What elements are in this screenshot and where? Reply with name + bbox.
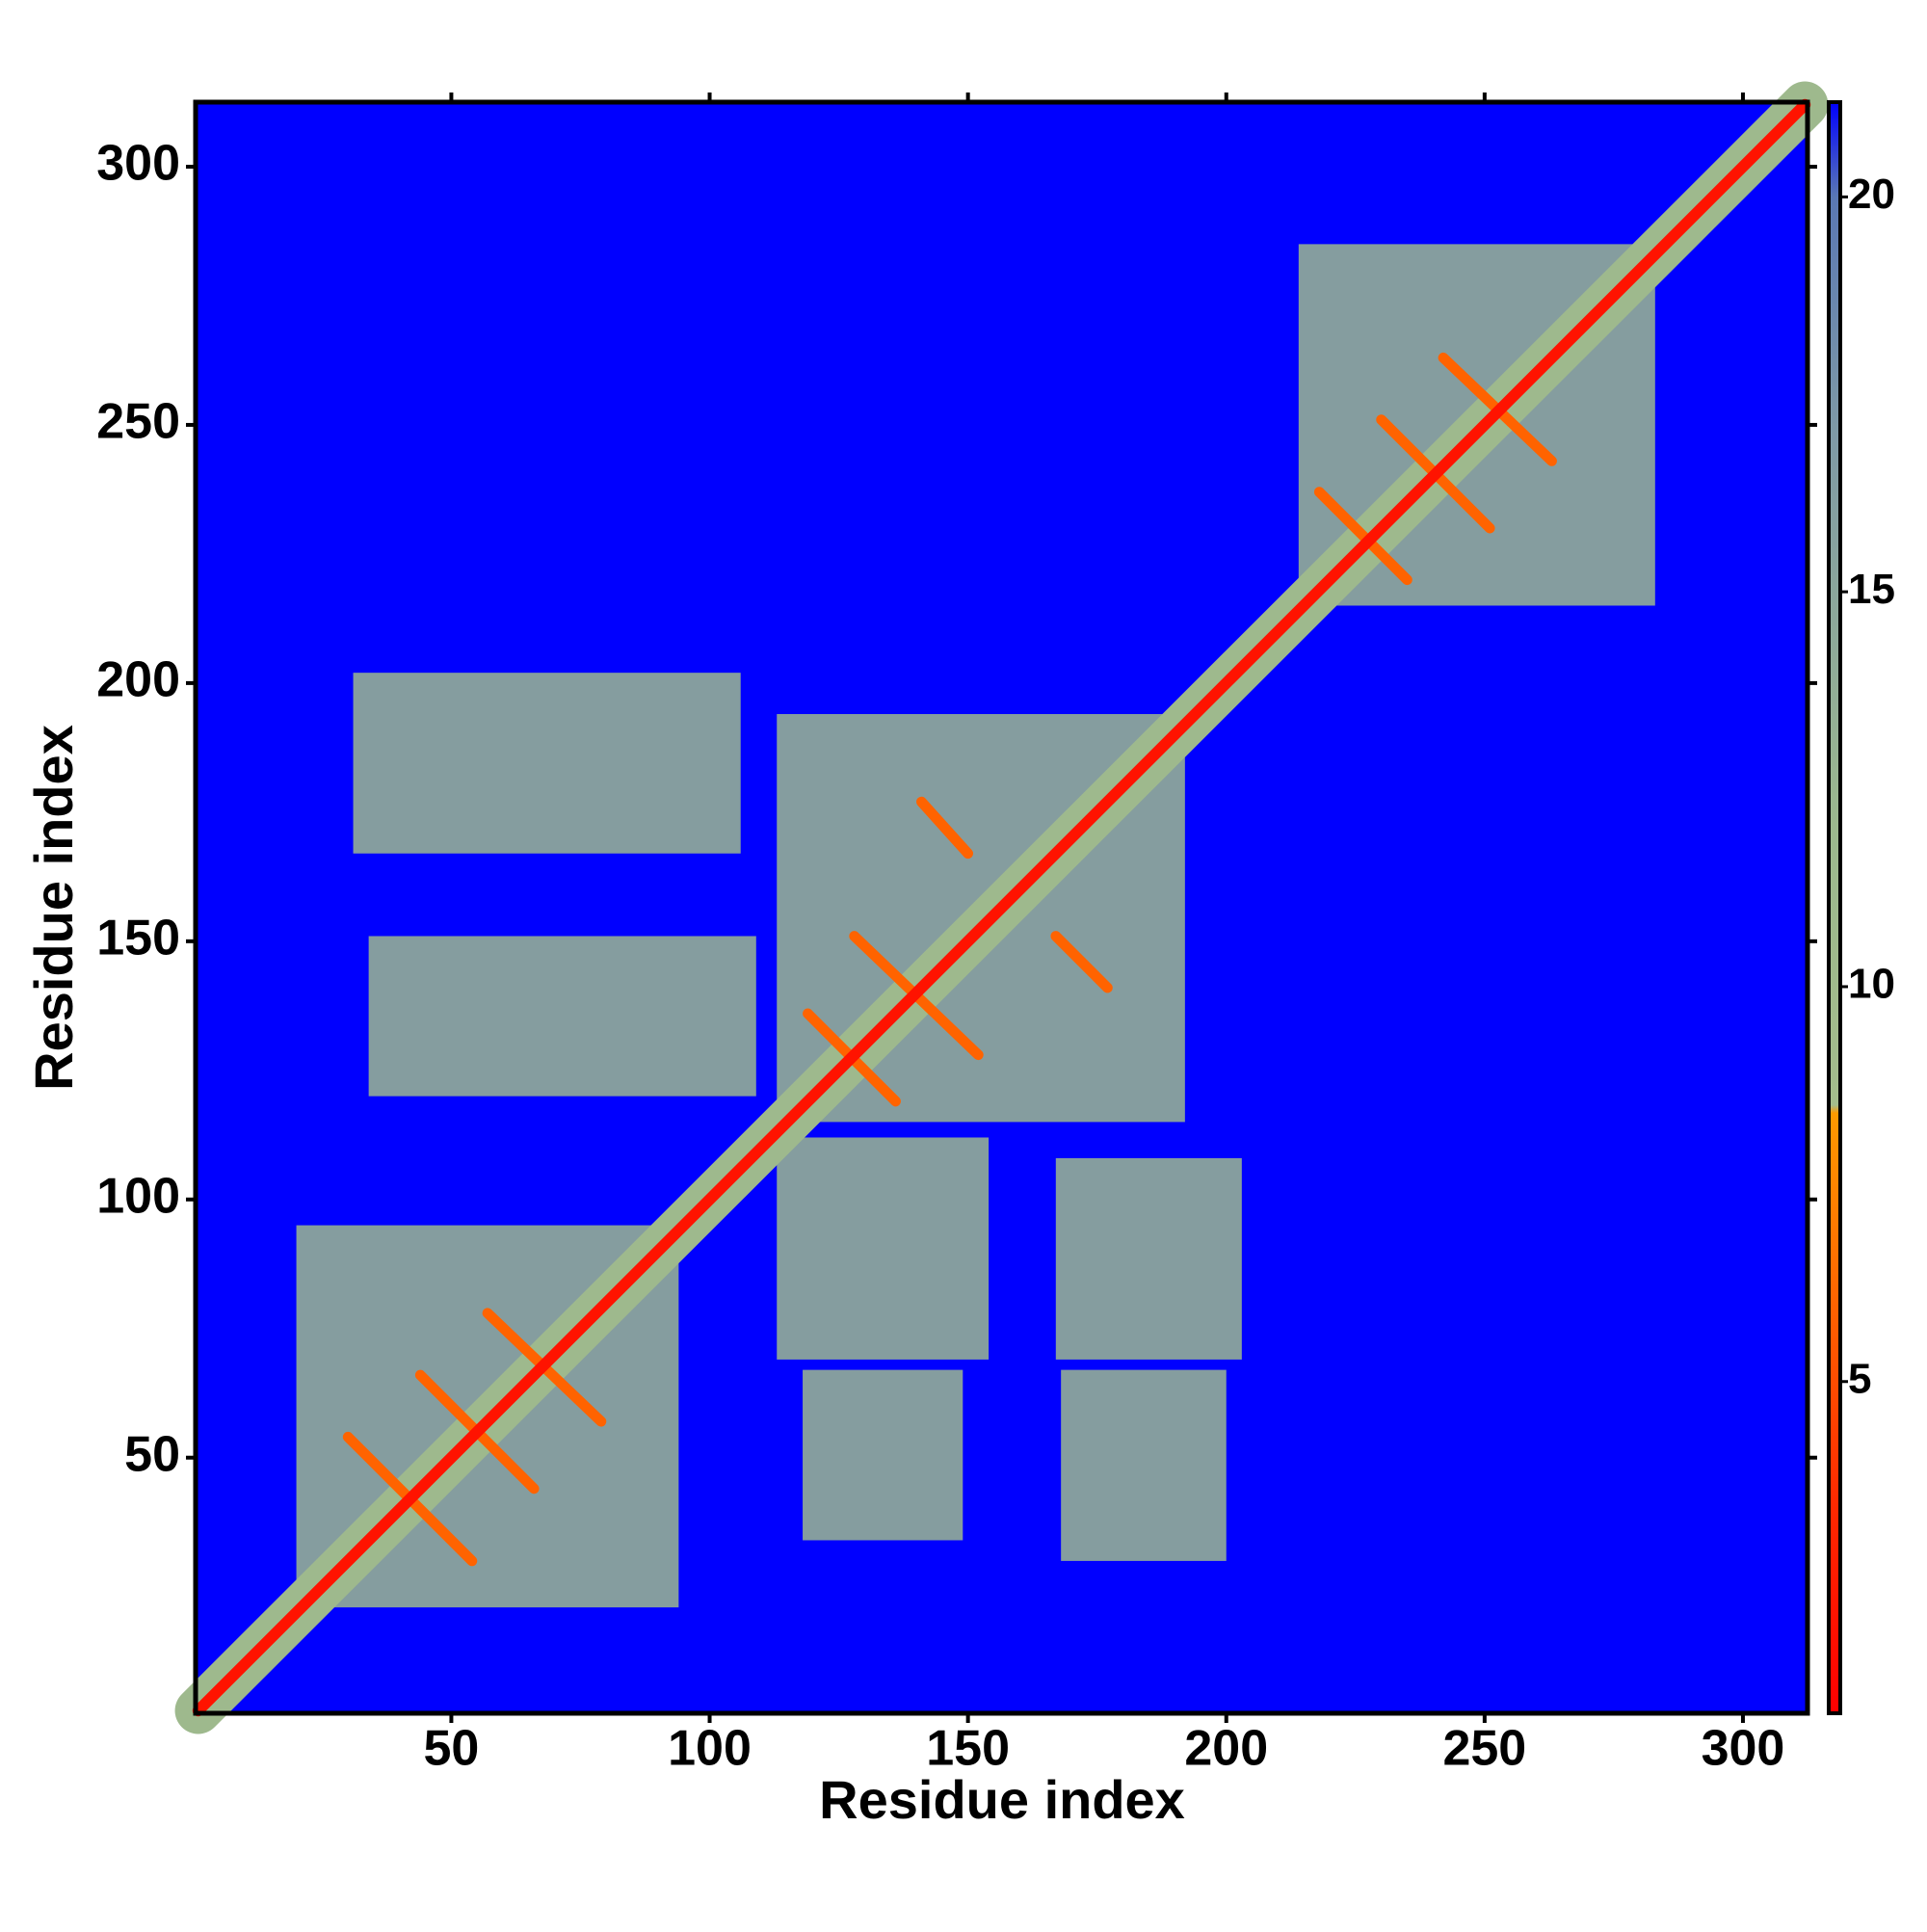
y-tick-label: 150: [96, 911, 180, 966]
contact-patch: [1055, 1157, 1242, 1360]
contact-patch: [368, 936, 756, 1097]
y-tick-label: 250: [96, 394, 180, 450]
colorbar: [1827, 100, 1842, 1715]
colorbar-tick-label: 15: [1848, 566, 1895, 613]
y-tick-label: 200: [96, 652, 180, 708]
x-tick-label: 200: [1184, 1721, 1268, 1777]
x-tick-label: 250: [1442, 1721, 1526, 1777]
x-tick-label: 300: [1702, 1721, 1785, 1777]
contact-line: [192, 98, 1811, 1717]
contact-patch: [803, 1369, 964, 1541]
y-tick-label: 100: [96, 1169, 180, 1225]
contact-line: [916, 796, 974, 860]
x-tick-label: 100: [668, 1721, 752, 1777]
contact-line: [1050, 931, 1113, 993]
colorbar-tick-label: 20: [1848, 171, 1895, 218]
contact-patch: [1061, 1369, 1227, 1561]
colorbar-tick-label: 10: [1848, 961, 1895, 1008]
y-tick-label: 50: [124, 1426, 180, 1482]
contact-line: [1313, 487, 1412, 586]
x-tick-label: 150: [926, 1721, 1010, 1777]
colorbar-tick-label: 5: [1848, 1355, 1871, 1402]
x-axis-title: Residue index: [819, 1769, 1185, 1830]
contact-patch: [353, 673, 741, 854]
contact-patch: [777, 1137, 990, 1360]
y-axis-title: Residue index: [23, 725, 84, 1091]
x-tick-label: 50: [424, 1721, 480, 1777]
y-tick-label: 300: [96, 136, 180, 192]
plot-frame: [193, 99, 1810, 1716]
